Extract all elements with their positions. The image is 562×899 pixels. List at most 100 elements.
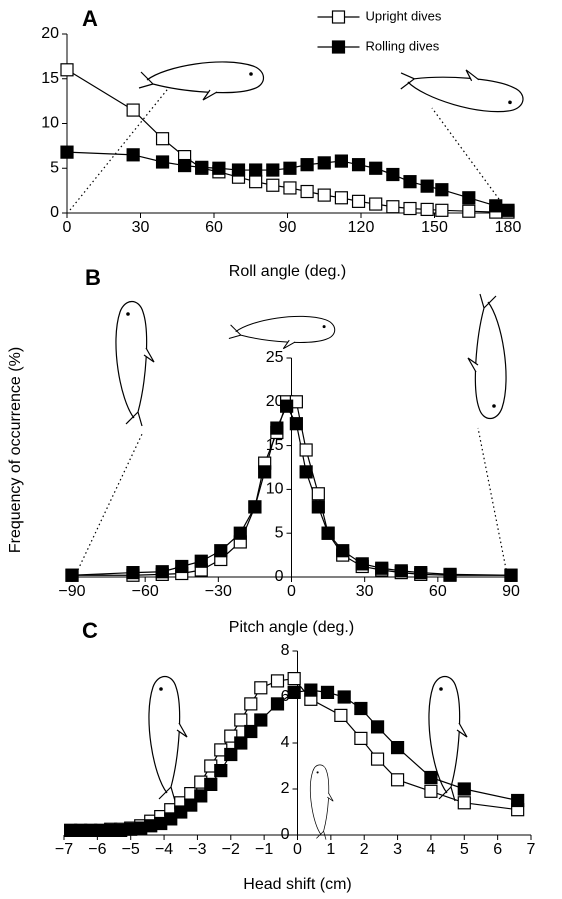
- y-tick-label: 5: [50, 159, 59, 176]
- connector: [69, 79, 176, 211]
- marker: [457, 782, 471, 796]
- marker: [249, 175, 263, 189]
- x-tick-label: 0: [293, 841, 302, 858]
- x-tick-label: 150: [421, 219, 448, 236]
- marker: [155, 155, 170, 169]
- x-tick-label: −4: [155, 841, 173, 858]
- legend-label: Upright dives: [366, 8, 442, 23]
- legend-label: Rolling dives: [366, 38, 440, 53]
- marker: [126, 148, 140, 162]
- y-tick-label: 0: [281, 826, 290, 843]
- marker: [424, 770, 438, 785]
- marker: [462, 191, 476, 205]
- marker: [443, 567, 457, 581]
- marker: [214, 763, 228, 778]
- marker: [249, 163, 263, 177]
- x-tick-label: 1: [326, 841, 335, 858]
- marker: [194, 554, 208, 568]
- legend-marker: [331, 40, 346, 54]
- marker: [244, 697, 258, 711]
- marker: [60, 63, 74, 77]
- y-axis-label: Frequency of occurrence (%): [7, 347, 24, 553]
- x-tick-label: −60: [132, 583, 159, 600]
- marker: [234, 713, 248, 727]
- marker: [300, 158, 314, 172]
- x-tick-label: −6: [88, 841, 106, 858]
- marker: [403, 201, 417, 216]
- marker: [369, 197, 383, 211]
- x-axis-label: Head shift (cm): [243, 876, 351, 893]
- marker: [175, 559, 189, 574]
- marker: [334, 191, 348, 205]
- x-tick-label: −90: [58, 583, 85, 600]
- marker: [254, 681, 268, 695]
- y-tick-label: 15: [41, 70, 59, 87]
- marker: [501, 203, 515, 217]
- marker: [224, 747, 238, 762]
- marker: [178, 158, 192, 173]
- marker: [231, 163, 246, 177]
- marker: [311, 500, 325, 514]
- marker: [370, 720, 385, 734]
- marker: [283, 181, 297, 195]
- marker: [435, 183, 449, 197]
- marker: [394, 564, 408, 578]
- whale: [228, 315, 336, 350]
- marker: [174, 805, 188, 819]
- marker: [414, 566, 428, 580]
- marker: [390, 773, 405, 787]
- marker: [462, 204, 476, 218]
- x-tick-label: −2: [222, 841, 240, 858]
- x-axis-label: Pitch angle (deg.): [229, 619, 354, 636]
- y-tick-label: 6: [281, 688, 290, 705]
- y-tick-label: 10: [266, 481, 284, 498]
- illustrations: [69, 60, 527, 840]
- marker: [420, 202, 434, 217]
- marker: [244, 724, 258, 739]
- x-tick-label: 4: [426, 841, 435, 858]
- x-tick-label: 90: [279, 219, 297, 236]
- x-tick-label: −1: [255, 841, 273, 858]
- marker: [489, 199, 503, 213]
- marker: [212, 161, 226, 175]
- marker: [375, 561, 389, 575]
- marker: [355, 557, 369, 571]
- marker: [354, 731, 368, 746]
- marker: [287, 671, 301, 686]
- marker: [254, 713, 268, 727]
- marker: [334, 154, 348, 168]
- y-tick-label: 0: [50, 204, 59, 221]
- marker: [155, 132, 170, 146]
- marker: [270, 674, 285, 688]
- x-tick-label: 60: [205, 219, 223, 236]
- x-tick-label: −3: [188, 841, 206, 858]
- marker: [155, 565, 169, 579]
- marker: [224, 729, 238, 743]
- x-tick-label: 0: [287, 583, 296, 600]
- marker: [280, 399, 294, 413]
- x-tick-label: 0: [63, 219, 72, 236]
- x-tick-label: 90: [502, 583, 520, 600]
- marker: [266, 178, 280, 192]
- marker: [369, 161, 383, 175]
- marker: [164, 812, 178, 826]
- marker: [287, 685, 301, 700]
- marker: [195, 160, 209, 174]
- marker: [351, 158, 366, 172]
- marker: [248, 500, 262, 514]
- y-tick-label: 20: [41, 25, 59, 42]
- y-tick-label: 8: [281, 642, 290, 659]
- whale: [396, 60, 527, 117]
- y-tick-label: 5: [275, 524, 284, 541]
- marker: [334, 708, 348, 723]
- series-line: [66, 151, 509, 211]
- marker: [214, 544, 228, 558]
- marker: [403, 175, 417, 189]
- x-tick-label: 5: [460, 841, 469, 858]
- marker: [126, 103, 140, 117]
- whale: [148, 675, 188, 802]
- x-tick-label: 6: [493, 841, 502, 858]
- marker: [60, 145, 74, 159]
- x-axis-label: Roll angle (deg.): [229, 263, 346, 280]
